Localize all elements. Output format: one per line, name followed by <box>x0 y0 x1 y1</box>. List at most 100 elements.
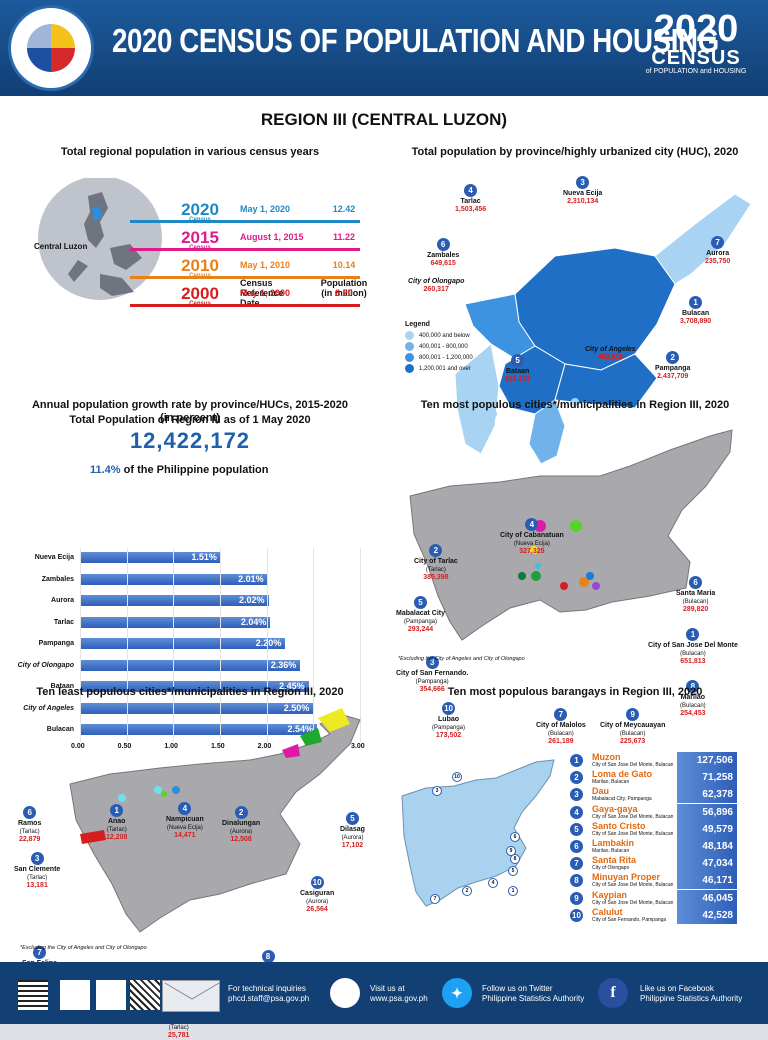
psa-logo-footer-icon <box>330 978 360 1008</box>
category-label: City of Olongapo <box>17 661 74 669</box>
least-number-badge: 10 <box>310 876 324 889</box>
city-label: 8 Marilao (Bulacan) 254,453 <box>680 680 706 718</box>
barangay-row: 10 Calulut City of San Fernando, Pampanga 4… <box>567 906 737 924</box>
city-value: 327,325 <box>519 548 545 555</box>
city-province: (Pampanga) <box>404 619 438 625</box>
least-name: Casiguran <box>300 890 335 897</box>
barangay-location: Marilao, Bulacan <box>592 848 630 854</box>
mail-icon <box>162 980 220 1012</box>
barangay-rank: 3 <box>570 788 583 802</box>
barangay-marker: 7 <box>430 894 440 904</box>
facebook-icon[interactable]: f <box>598 978 628 1008</box>
category-label: Zambales <box>41 575 74 583</box>
city-value: 173,502 <box>435 732 462 739</box>
inquiry-email[interactable]: phcd.staff@psa.gov.ph <box>228 994 310 1003</box>
city-name: City of San Fernando. <box>396 670 469 677</box>
province-value: 2,437,709 <box>657 373 689 380</box>
province-number-badge: 3 <box>576 176 590 189</box>
legend-swatch <box>405 342 414 351</box>
barangay-rank: 10 <box>570 908 583 922</box>
legend-item: 400,000 and below <box>405 331 473 340</box>
barangay-value: 56,896 <box>677 803 737 821</box>
facebook-label: Like us on Facebook <box>640 984 714 993</box>
barangay-name: Loma de Gato <box>592 769 653 780</box>
legend-item: 800,001 - 1,200,000 <box>405 353 473 362</box>
visit-label: Visit us at <box>370 984 405 993</box>
province-label: City of Olongapo 260,317 <box>408 278 464 294</box>
province-name: Aurora <box>706 250 730 257</box>
census-logo-year: 2020 <box>653 8 739 50</box>
growth-bar: 2.54% <box>80 724 318 735</box>
city-province: (Pampanga) <box>432 725 466 731</box>
city-number-badge: 4 <box>525 518 539 531</box>
legend-items: 400,000 and below 400,001 - 800,000 800,00… <box>405 331 473 373</box>
census-line <box>130 304 360 307</box>
legend-label: 800,001 - 1,200,000 <box>419 354 473 361</box>
barangay-marker: 5 <box>508 866 518 876</box>
inquiry-text: For technical inquiries phcd.staff@psa.g… <box>228 984 309 1004</box>
city-name: City of Meycauayan <box>600 722 666 729</box>
least-label: 4 Nampicuan (Nueva Ecija) 14,471 <box>166 802 204 840</box>
barangay-marker: 3 <box>432 786 442 796</box>
city-name: Mabalacat City <box>396 610 446 617</box>
barangay-marker: 6 <box>510 832 520 842</box>
census-pop: 10.14 <box>332 260 356 270</box>
least-province: (Tarlac) <box>27 875 48 881</box>
province-legend: Legend 400,000 and below 400,001 - 800,00… <box>405 321 473 375</box>
inquiry-label: For technical inquiries <box>228 984 306 993</box>
census-year-number: 2010 <box>181 256 219 275</box>
page-title: 2020 CENSUS OF POPULATION AND HOUSING <box>112 22 719 59</box>
province-name: Bulacan <box>681 310 710 317</box>
category-label: Nueva Ecija <box>34 554 74 561</box>
share-pct: 11.4% <box>90 464 121 476</box>
city-label: 5 Mabalacat City (Pampanga) 293,244 <box>396 596 445 634</box>
least-name: San Clemente <box>14 866 61 873</box>
census-logo-word: CENSUS <box>651 47 741 69</box>
twitter-text: Follow us on Twitter Philippine Statisti… <box>482 984 584 1004</box>
province-value: 1,503,456 <box>455 206 487 213</box>
census-pop: 8.20 <box>335 288 353 298</box>
facebook-name[interactable]: Philippine Statistics Authority <box>640 994 743 1003</box>
twitter-icon[interactable]: ✦ <box>442 978 472 1008</box>
city-name: City of Cabanatuan <box>500 532 564 539</box>
barangay-name: Calulut <box>592 906 623 917</box>
census-line <box>130 248 360 251</box>
city-value: 289,820 <box>682 606 709 613</box>
x-gridline <box>126 548 128 742</box>
province-label: 1 Bulacan 3,708,890 <box>680 296 711 326</box>
province-map <box>454 193 752 465</box>
province-label: 6 Zambales 649,615 <box>427 238 459 268</box>
least-province: (Tarlac) <box>19 829 40 835</box>
growth-bar: 2.45% <box>80 681 309 692</box>
city-value: 225,673 <box>620 738 646 745</box>
visit-text: Visit us at www.psa.gov.ph <box>370 984 428 1004</box>
least-number-badge: 6 <box>23 806 37 819</box>
x-gridline <box>220 548 221 742</box>
census-date: May 1, 2000 <box>240 288 291 298</box>
x-gridline <box>266 548 268 742</box>
province-value: 3,708,890 <box>680 318 712 325</box>
province-label: 2 Pampanga 2,437,709 <box>655 351 690 381</box>
province-value: 649,615 <box>430 260 456 267</box>
least-name: Dinalungan <box>222 820 261 827</box>
province-name: Tarlac <box>460 198 481 205</box>
city-label: 1 City of San Jose Del Monte (Bulacan) 651,… <box>648 628 738 666</box>
legend-item: 1,200,001 and over <box>405 364 473 373</box>
visit-url[interactable]: www.psa.gov.ph <box>370 994 428 1003</box>
province-number-badge: 2 <box>666 351 680 364</box>
twitter-name[interactable]: Philippine Statistics Authority <box>482 994 585 1003</box>
mgmt-cert-icon <box>96 980 126 1010</box>
least-number-badge: 7 <box>33 946 46 959</box>
legend-label: 400,001 - 800,000 <box>419 343 468 350</box>
census-year-number: 2015 <box>181 228 219 247</box>
header-banner: 2020 CENSUS OF POPULATION AND HOUSING 20… <box>0 0 768 96</box>
barangay-location: City of San Jose Del Monte, Bulacan <box>592 882 674 889</box>
barangay-rank: 4 <box>570 805 583 819</box>
province-value: 462,928 <box>597 354 623 361</box>
barangay-marker: 9 <box>506 846 516 856</box>
city-value: 254,453 <box>680 710 706 717</box>
barangay-location: Marilao, Bulacan <box>592 779 630 786</box>
least-number-badge: 4 <box>178 802 192 815</box>
city-name: Marilao <box>680 694 706 701</box>
x-tick-label: 1.00 <box>164 743 178 750</box>
